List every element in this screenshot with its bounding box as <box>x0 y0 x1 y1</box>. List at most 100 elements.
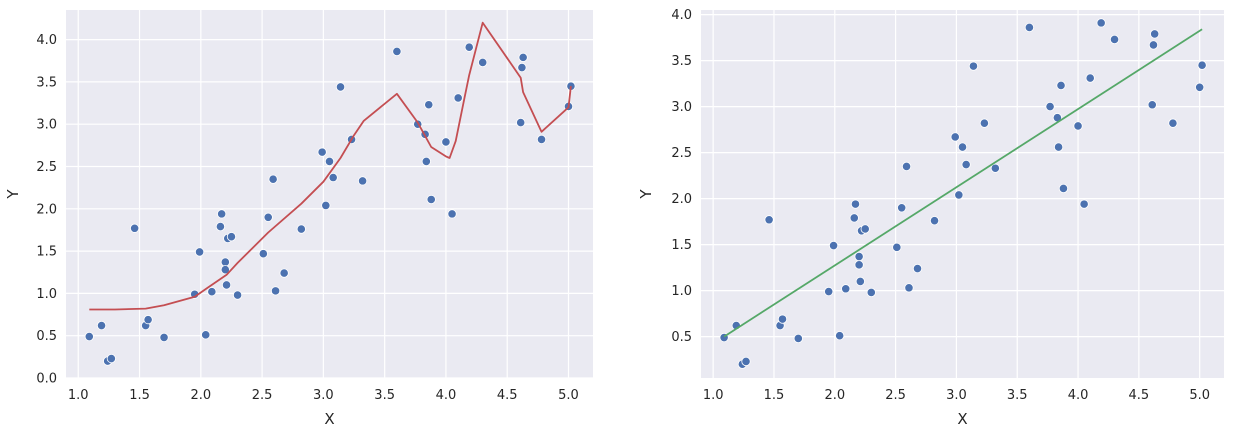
y-tick-label: 2.0 <box>36 202 57 217</box>
data-point <box>950 132 960 142</box>
y-tick-label: 2.5 <box>671 146 692 161</box>
x-tick-label: 3.5 <box>374 388 395 403</box>
data-point <box>324 156 335 167</box>
y-tick-label: 1.0 <box>671 284 692 299</box>
data-point <box>258 249 268 259</box>
y-tick-label: 3.0 <box>36 118 57 133</box>
data-point <box>518 52 528 62</box>
fit-line <box>723 28 1203 338</box>
data-point <box>1168 118 1178 128</box>
x-tick-label: 4.0 <box>436 388 457 403</box>
x-tick-label: 3.0 <box>946 388 967 403</box>
x-tick-label: 1.5 <box>129 388 150 403</box>
data-point <box>929 216 940 226</box>
data-point <box>321 200 331 211</box>
x-axis-label: X <box>957 410 967 428</box>
y-tick-label: 1.5 <box>36 245 57 260</box>
data-point <box>1024 22 1034 33</box>
data-point <box>1053 142 1064 152</box>
data-point <box>357 176 368 186</box>
x-tick-label: 1.0 <box>68 388 89 403</box>
data-point <box>268 174 278 184</box>
data-point <box>478 57 488 68</box>
data-point <box>901 161 912 171</box>
data-point <box>296 224 306 234</box>
data-point <box>957 142 968 152</box>
data-point <box>263 212 273 222</box>
data-point <box>854 260 864 270</box>
data-point <box>1073 121 1083 131</box>
data-point <box>215 221 226 232</box>
fit-line <box>89 21 572 311</box>
x-tick-label: 3.5 <box>1007 388 1028 403</box>
y-tick-label: 1.5 <box>671 238 692 253</box>
data-point <box>220 257 230 267</box>
x-tick-label: 1.5 <box>764 388 785 403</box>
data-point <box>1109 34 1120 45</box>
data-point <box>912 263 923 274</box>
x-tick-label: 2.0 <box>824 388 845 403</box>
y-tick-label: 3.5 <box>671 54 692 69</box>
data-point <box>1150 29 1160 39</box>
data-point <box>424 100 434 110</box>
y-axis-label: Y <box>637 189 655 200</box>
data-point <box>232 290 243 300</box>
x-tick-label: 5.0 <box>558 388 579 403</box>
right-chart: 1.0 1.5 2.0 2.5 3.0 3.5 4.0 4.5 5.0 0.5 1.0 1.5 2.0 2… <box>637 8 1224 428</box>
data-point <box>1195 82 1205 92</box>
data-point <box>217 209 227 219</box>
data-point <box>84 331 94 342</box>
data-point <box>96 320 107 331</box>
data-point <box>828 240 839 251</box>
data-point <box>426 194 436 205</box>
data-point <box>990 163 1000 173</box>
data-point <box>979 118 989 128</box>
data-point <box>201 330 211 340</box>
data-point <box>194 247 205 257</box>
data-point <box>207 287 217 297</box>
data-point <box>764 215 774 225</box>
y-tick-label: 3.0 <box>671 100 692 115</box>
data-point <box>220 265 230 275</box>
data-point <box>130 223 140 233</box>
data-point <box>143 315 153 325</box>
x-axis-label: X <box>324 410 334 428</box>
data-point <box>1096 18 1106 28</box>
x-tick-label: 2.5 <box>885 388 906 403</box>
data-point <box>854 251 864 262</box>
left-chart: 1.0 1.5 2.0 2.5 3.0 3.5 4.0 4.5 5.0 0.0 0.5 1.0 1.5 2… <box>4 10 593 428</box>
x-tick-label: 3.0 <box>313 388 334 403</box>
y-tick-label: 0.0 <box>36 372 57 387</box>
data-point <box>1197 60 1207 70</box>
data-point <box>904 283 914 293</box>
plot-background <box>66 10 593 378</box>
data-point <box>793 333 803 344</box>
data-point <box>464 42 474 52</box>
data-point <box>221 280 232 290</box>
data-point <box>849 213 859 223</box>
x-tick-label: 4.5 <box>1129 388 1150 403</box>
data-point <box>1058 183 1069 194</box>
data-point <box>517 62 527 73</box>
data-point <box>860 224 870 234</box>
x-tick-label: 5.0 <box>1189 388 1210 403</box>
data-point <box>777 314 788 324</box>
data-point <box>106 353 116 364</box>
x-tick-label: 2.5 <box>252 388 273 403</box>
data-point <box>835 331 845 341</box>
data-point <box>897 203 907 213</box>
data-point <box>270 286 281 296</box>
data-point <box>516 117 526 128</box>
data-point <box>279 268 289 278</box>
y-axis-label: Y <box>4 189 22 200</box>
y-tick-label: 0.5 <box>671 330 692 345</box>
y-tick-label: 3.5 <box>36 75 57 90</box>
data-point <box>1045 102 1055 112</box>
y-tick-label: 4.0 <box>671 8 692 23</box>
data-point <box>850 199 861 209</box>
x-tick-label: 2.0 <box>190 388 211 403</box>
data-point <box>1147 100 1157 110</box>
data-point <box>866 287 876 298</box>
data-point <box>328 172 338 183</box>
